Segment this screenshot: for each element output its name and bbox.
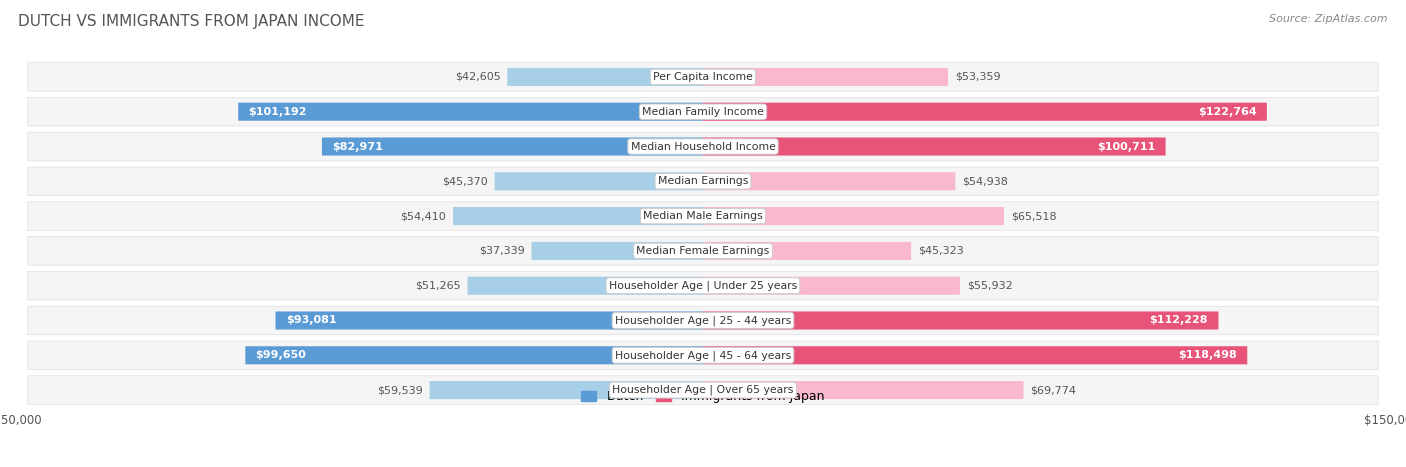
FancyBboxPatch shape	[28, 202, 1378, 230]
FancyBboxPatch shape	[703, 103, 1267, 121]
Text: $99,650: $99,650	[256, 350, 307, 360]
FancyBboxPatch shape	[28, 237, 1378, 265]
Legend: Dutch, Immigrants from Japan: Dutch, Immigrants from Japan	[576, 385, 830, 408]
FancyBboxPatch shape	[28, 306, 1378, 335]
FancyBboxPatch shape	[245, 346, 703, 364]
Text: $54,938: $54,938	[962, 177, 1008, 186]
Text: Source: ZipAtlas.com: Source: ZipAtlas.com	[1270, 14, 1388, 24]
FancyBboxPatch shape	[703, 207, 1004, 225]
Text: Householder Age | 25 - 44 years: Householder Age | 25 - 44 years	[614, 315, 792, 326]
FancyBboxPatch shape	[28, 341, 1378, 369]
FancyBboxPatch shape	[238, 103, 703, 121]
Text: Median Earnings: Median Earnings	[658, 177, 748, 186]
FancyBboxPatch shape	[703, 381, 1024, 399]
FancyBboxPatch shape	[453, 207, 703, 225]
Text: $59,539: $59,539	[377, 385, 423, 395]
Text: Median Household Income: Median Household Income	[630, 142, 776, 151]
Text: Per Capita Income: Per Capita Income	[652, 72, 754, 82]
Text: $45,370: $45,370	[441, 177, 488, 186]
Text: $101,192: $101,192	[249, 107, 307, 117]
Text: Median Male Earnings: Median Male Earnings	[643, 211, 763, 221]
FancyBboxPatch shape	[28, 167, 1378, 196]
Text: $122,764: $122,764	[1198, 107, 1257, 117]
FancyBboxPatch shape	[28, 271, 1378, 300]
Text: $55,932: $55,932	[967, 281, 1012, 290]
Text: $37,339: $37,339	[479, 246, 524, 256]
Text: Median Female Earnings: Median Female Earnings	[637, 246, 769, 256]
FancyBboxPatch shape	[531, 242, 703, 260]
FancyBboxPatch shape	[703, 172, 955, 191]
Text: $45,323: $45,323	[918, 246, 963, 256]
Text: Householder Age | Over 65 years: Householder Age | Over 65 years	[612, 385, 794, 396]
FancyBboxPatch shape	[276, 311, 703, 330]
Text: $118,498: $118,498	[1178, 350, 1237, 360]
Text: $112,228: $112,228	[1150, 316, 1208, 325]
FancyBboxPatch shape	[468, 276, 703, 295]
Text: $53,359: $53,359	[955, 72, 1001, 82]
Text: $82,971: $82,971	[332, 142, 382, 151]
FancyBboxPatch shape	[703, 137, 1166, 156]
FancyBboxPatch shape	[703, 276, 960, 295]
FancyBboxPatch shape	[495, 172, 703, 191]
Text: $100,711: $100,711	[1097, 142, 1156, 151]
Text: $54,410: $54,410	[401, 211, 446, 221]
FancyBboxPatch shape	[430, 381, 703, 399]
FancyBboxPatch shape	[703, 311, 1219, 330]
FancyBboxPatch shape	[28, 98, 1378, 126]
FancyBboxPatch shape	[322, 137, 703, 156]
Text: $42,605: $42,605	[454, 72, 501, 82]
Text: Householder Age | 45 - 64 years: Householder Age | 45 - 64 years	[614, 350, 792, 361]
Text: DUTCH VS IMMIGRANTS FROM JAPAN INCOME: DUTCH VS IMMIGRANTS FROM JAPAN INCOME	[18, 14, 364, 29]
FancyBboxPatch shape	[28, 63, 1378, 91]
FancyBboxPatch shape	[28, 376, 1378, 404]
Text: $69,774: $69,774	[1031, 385, 1077, 395]
Text: $93,081: $93,081	[285, 316, 336, 325]
FancyBboxPatch shape	[703, 346, 1247, 364]
FancyBboxPatch shape	[28, 132, 1378, 161]
FancyBboxPatch shape	[703, 242, 911, 260]
FancyBboxPatch shape	[508, 68, 703, 86]
Text: Householder Age | Under 25 years: Householder Age | Under 25 years	[609, 281, 797, 291]
Text: $51,265: $51,265	[415, 281, 461, 290]
FancyBboxPatch shape	[703, 68, 948, 86]
Text: Median Family Income: Median Family Income	[643, 107, 763, 117]
Text: $65,518: $65,518	[1011, 211, 1056, 221]
